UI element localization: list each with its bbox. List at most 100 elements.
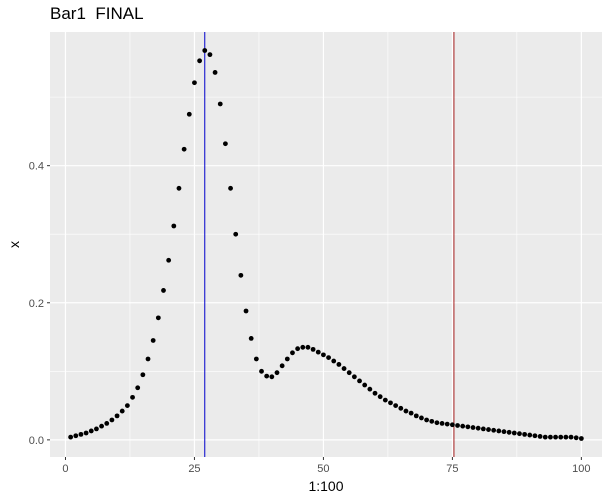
data-point bbox=[181, 146, 187, 152]
data-point bbox=[501, 429, 507, 435]
data-point bbox=[439, 421, 445, 426]
data-point bbox=[424, 417, 429, 423]
grid-major bbox=[50, 32, 602, 457]
data-point bbox=[300, 344, 306, 350]
data-point bbox=[491, 427, 497, 433]
data-point bbox=[449, 422, 455, 428]
data-point bbox=[135, 385, 141, 391]
data-point bbox=[527, 432, 533, 438]
data-point bbox=[434, 420, 440, 426]
data-point bbox=[413, 413, 419, 419]
data-point bbox=[419, 415, 424, 421]
data-points bbox=[68, 48, 584, 441]
data-point bbox=[145, 356, 151, 362]
data-point bbox=[496, 428, 502, 434]
data-point bbox=[140, 372, 146, 378]
data-point bbox=[155, 315, 161, 321]
data-point bbox=[341, 366, 347, 371]
data-point bbox=[186, 111, 192, 117]
data-point bbox=[388, 400, 393, 406]
data-point bbox=[78, 431, 84, 437]
x-axis-ticks: 0 25 50 75 100 bbox=[62, 457, 591, 475]
data-point bbox=[532, 433, 538, 439]
data-point bbox=[192, 80, 197, 86]
grid-minor bbox=[50, 32, 602, 457]
data-point bbox=[212, 70, 218, 75]
data-point bbox=[331, 358, 337, 364]
data-point bbox=[511, 430, 517, 436]
data-point bbox=[444, 421, 450, 427]
data-point bbox=[305, 344, 311, 350]
data-point bbox=[382, 397, 388, 403]
data-point bbox=[99, 423, 104, 429]
data-point bbox=[429, 418, 435, 424]
data-point bbox=[460, 423, 466, 429]
data-point bbox=[295, 346, 301, 352]
data-point bbox=[243, 308, 249, 314]
data-point bbox=[537, 434, 543, 439]
x-tick-label: 50 bbox=[317, 463, 329, 475]
data-point bbox=[114, 413, 120, 419]
y-tick-label: 0.4 bbox=[29, 161, 44, 173]
x-tick-label: 25 bbox=[188, 463, 200, 475]
data-point bbox=[166, 257, 172, 263]
data-point bbox=[171, 223, 177, 229]
data-point bbox=[455, 423, 460, 428]
data-point bbox=[207, 52, 213, 58]
data-point bbox=[563, 434, 569, 440]
data-point bbox=[290, 350, 295, 356]
y-tick-label: 0.0 bbox=[29, 435, 44, 447]
y-axis-title: x bbox=[6, 241, 22, 248]
data-point bbox=[150, 338, 156, 343]
data-point bbox=[486, 427, 491, 432]
data-point bbox=[264, 373, 270, 379]
data-point bbox=[217, 101, 223, 107]
data-point bbox=[408, 410, 414, 416]
data-point bbox=[403, 408, 409, 414]
data-point bbox=[393, 403, 399, 408]
data-point bbox=[553, 434, 558, 440]
data-point bbox=[130, 394, 135, 400]
data-point bbox=[119, 408, 125, 414]
data-point bbox=[470, 425, 476, 430]
data-point bbox=[197, 58, 203, 64]
data-point bbox=[346, 370, 352, 376]
data-point bbox=[465, 424, 471, 430]
x-tick-label: 100 bbox=[572, 463, 590, 475]
data-point bbox=[362, 382, 368, 388]
data-point bbox=[88, 428, 94, 434]
data-point bbox=[573, 435, 579, 441]
data-point bbox=[398, 405, 404, 411]
data-point bbox=[233, 231, 239, 237]
data-point bbox=[253, 356, 259, 362]
data-point bbox=[480, 426, 486, 432]
data-point bbox=[542, 434, 548, 440]
data-point bbox=[522, 431, 528, 437]
data-point bbox=[284, 356, 290, 362]
data-point bbox=[223, 141, 228, 147]
data-point bbox=[548, 434, 553, 440]
reference-lines bbox=[204, 32, 455, 457]
data-point bbox=[377, 394, 383, 400]
data-point bbox=[351, 374, 357, 380]
x-tick-label: 0 bbox=[62, 463, 68, 475]
data-point bbox=[109, 417, 115, 423]
data-point bbox=[269, 374, 275, 380]
chart-title: Bar1 FINAL bbox=[50, 4, 144, 23]
data-point bbox=[326, 355, 331, 361]
y-axis-ticks: 0.0 0.2 0.4 bbox=[29, 161, 50, 447]
data-point bbox=[83, 430, 89, 436]
data-point bbox=[238, 272, 244, 278]
data-point bbox=[321, 352, 326, 358]
data-point bbox=[161, 288, 166, 293]
data-point bbox=[310, 346, 316, 352]
data-point bbox=[124, 403, 130, 408]
data-point bbox=[279, 363, 285, 369]
data-point bbox=[506, 429, 512, 435]
data-point bbox=[68, 434, 74, 440]
data-point bbox=[336, 362, 342, 367]
data-point bbox=[578, 436, 584, 441]
data-point bbox=[228, 185, 233, 191]
